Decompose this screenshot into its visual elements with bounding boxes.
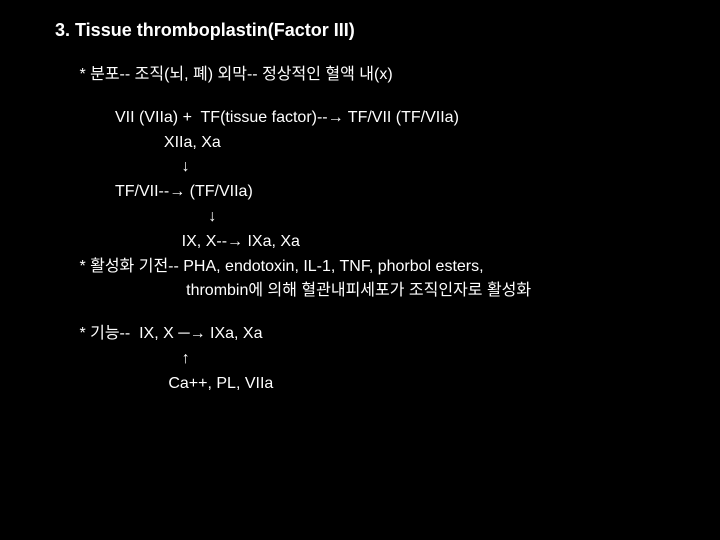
text-line: * 활성화 기전-- PHA, endotoxin, IL-1, TNF, ph… <box>55 255 680 280</box>
text-line: ↓ <box>55 205 680 230</box>
text-line: VII (VIIa) + TF(tissue factor)--→ TF/VII… <box>55 106 680 131</box>
slide-content: 3. Tissue thromboplastin(Factor III) * 분… <box>0 0 720 417</box>
text-line: XIIa, Xa <box>55 131 680 156</box>
text-line: thrombin에 의해 혈관내피세포가 조직인자로 활성화 <box>55 279 680 304</box>
text-line: Ca++, PL, VIIa <box>55 372 680 397</box>
slide-body: * 분포-- 조직(뇌, 폐) 외막-- 정상적인 혈액 내(x) VII (VI… <box>55 63 680 397</box>
slide-title: 3. Tissue thromboplastin(Factor III) <box>55 20 680 41</box>
text-line: * 분포-- 조직(뇌, 폐) 외막-- 정상적인 혈액 내(x) <box>55 63 680 88</box>
text-line: ↓ <box>55 155 680 180</box>
text-line: TF/VII--→ (TF/VIIa) <box>55 180 680 205</box>
text-line: * 기능-- IX, X ─→ IXa, Xa <box>55 322 680 347</box>
text-line: IX, X--→ IXa, Xa <box>55 230 680 255</box>
text-line: ↑ <box>55 347 680 372</box>
